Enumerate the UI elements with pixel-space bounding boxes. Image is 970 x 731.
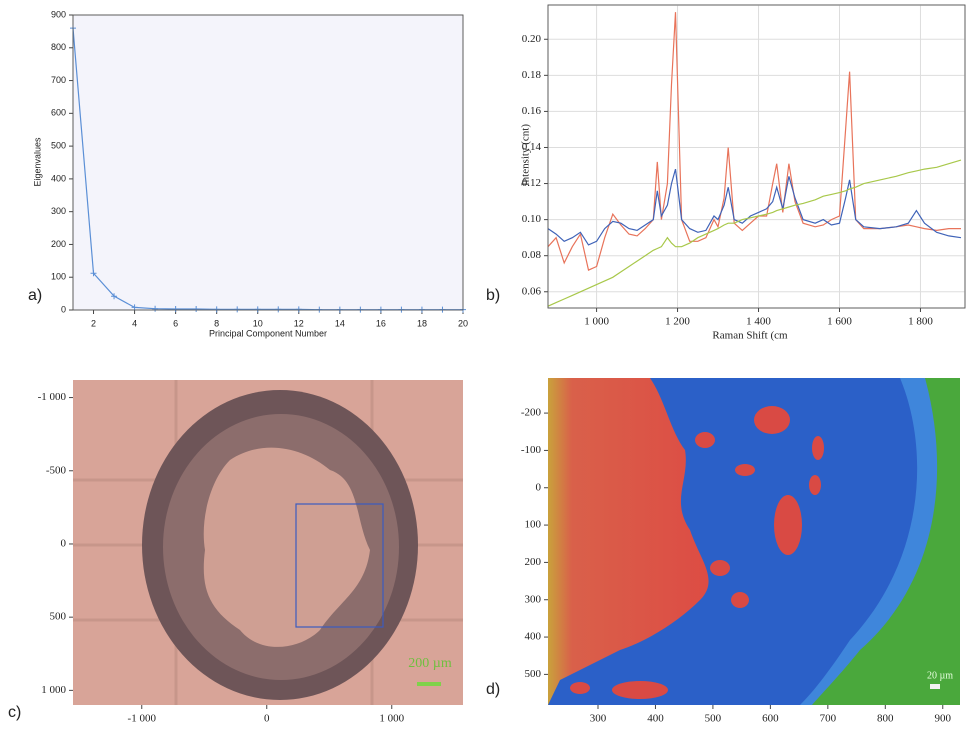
y-tick-label: -100: [521, 444, 542, 456]
y-tick-label: 900: [51, 9, 66, 19]
panel: 2 4 6 8 10 12 14 16 18 20010020030040050060070080…: [28, 9, 468, 338]
scale-bar-label: 200 µm: [408, 656, 452, 671]
y-tick-label: 500: [525, 668, 542, 680]
y-tick-label: 500: [50, 611, 67, 623]
x-tick-label: 2: [91, 318, 96, 328]
x-tick-label: 1 000: [379, 713, 404, 725]
y-tick-label: -500: [46, 464, 67, 476]
y-tick-label: 0.20: [522, 33, 542, 45]
plot-area: [72, 14, 464, 311]
x-tick-label: 1 400: [746, 316, 771, 328]
y-tick-label: 0: [536, 481, 542, 493]
y-tick-label: 700: [51, 75, 66, 85]
x-tick-label: 6: [173, 318, 178, 328]
x-tick-label: 400: [647, 713, 664, 725]
y-tick-label: 0.06: [522, 285, 542, 297]
x-axis-label: Raman Shift (cm: [712, 330, 788, 342]
y-tick-label: 800: [51, 42, 66, 52]
x-tick-label: 4: [132, 318, 137, 328]
x-tick-label: 8: [214, 318, 219, 328]
x-tick-label: 1 200: [665, 316, 690, 328]
y-tick-label: 300: [525, 593, 542, 605]
plot-area: [547, 4, 966, 309]
series-line: [547, 168, 962, 246]
series-line: [547, 159, 962, 307]
panel-label: c): [8, 704, 21, 721]
x-tick-label: 300: [590, 713, 607, 725]
point-marker: [90, 270, 97, 277]
point-marker: [295, 306, 302, 313]
point-marker: [254, 306, 261, 313]
y-tick-label: 0.08: [522, 249, 542, 261]
y-axis-label: Intensity (cnt): [520, 124, 532, 186]
x-tick-label: 0: [264, 713, 270, 725]
y-tick-label: 600: [51, 108, 66, 118]
y-tick-label: 0.14: [522, 141, 542, 153]
x-tick-label: 800: [877, 713, 894, 725]
panel-label: b): [486, 287, 500, 304]
panel-label: a): [28, 287, 42, 304]
x-tick-label: 20: [458, 318, 468, 328]
y-tick-label: 0.10: [522, 213, 542, 225]
plot-frame: [547, 4, 966, 309]
point-marker: [152, 305, 159, 312]
raman-map: [548, 378, 960, 705]
x-tick-label: 1 800: [908, 316, 933, 328]
y-tick-label: 100: [51, 272, 66, 282]
y-tick-label: -1 000: [38, 391, 67, 403]
point-marker: [275, 306, 282, 313]
y-tick-label: -200: [521, 407, 542, 419]
scale-bar-label: 20 µm: [927, 670, 953, 681]
x-tick-label: 1 000: [584, 316, 609, 328]
point-marker: [131, 304, 138, 311]
panel: 300 400 500 600 700 800 900 -200 -100 0 100 200 300 4…: [486, 407, 953, 725]
y-tick-label: 0.18: [522, 69, 542, 81]
x-tick-label: -1 000: [128, 713, 157, 725]
micrograph: [73, 380, 463, 705]
x-tick-label: 16: [376, 318, 386, 328]
x-tick-label: 900: [935, 713, 952, 725]
y-axis-label: Eigenvalues: [32, 137, 42, 187]
point-marker: [213, 306, 220, 313]
x-tick-label: 18: [417, 318, 427, 328]
y-tick-label: 0: [61, 304, 66, 314]
y-tick-label: 0: [61, 537, 67, 549]
x-tick-label: 10: [253, 318, 263, 328]
y-tick-label: 300: [51, 206, 66, 216]
y-tick-label: 1 000: [41, 684, 66, 696]
y-tick-label: 200: [51, 239, 66, 249]
point-marker: [234, 306, 241, 313]
panel-label: d): [486, 681, 500, 698]
y-tick-label: 500: [51, 140, 66, 150]
point-marker: [172, 306, 179, 313]
y-tick-label: 100: [525, 519, 542, 531]
panel: 1 000 1 200 1 400 1 600 1 800 0.06 0.08 0.10 0.1…: [486, 4, 966, 342]
x-tick-label: 500: [705, 713, 722, 725]
plot-frame: [72, 14, 464, 311]
point-marker: [193, 306, 200, 313]
y-tick-label: 0.12: [522, 177, 541, 189]
y-tick-label: 200: [525, 556, 542, 568]
x-tick-label: 700: [820, 713, 837, 725]
y-tick-label: 400: [525, 631, 542, 643]
x-tick-label: 1 600: [827, 316, 852, 328]
x-tick-label: 12: [294, 318, 304, 328]
panel: -1 000 0 1 000 -1 000 -500 0 500 1 000 200 µm c): [8, 391, 452, 724]
x-tick-label: 600: [762, 713, 779, 725]
y-tick-label: 0.16: [522, 105, 542, 117]
y-tick-label: 400: [51, 173, 66, 183]
point-marker: [111, 293, 118, 300]
x-tick-label: 14: [335, 318, 345, 328]
x-axis-label: Principal Component Number: [209, 328, 327, 338]
